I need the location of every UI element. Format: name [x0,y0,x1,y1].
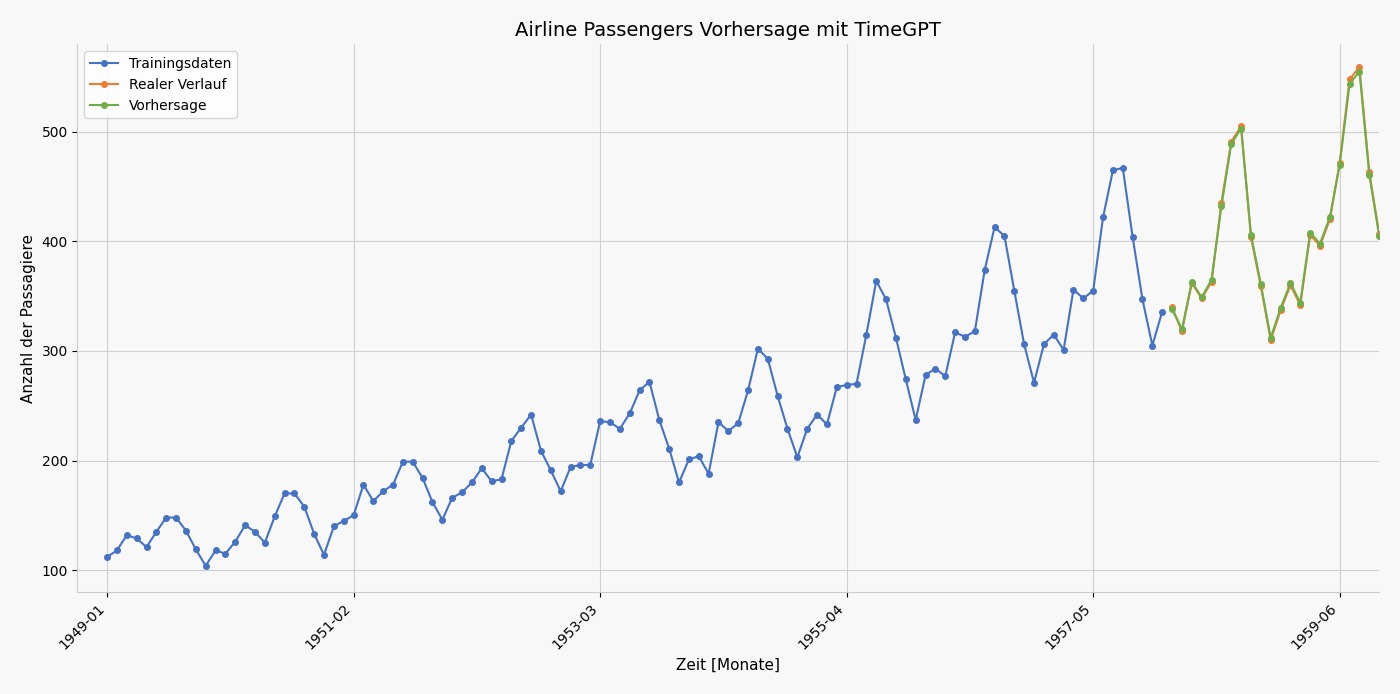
Realer Verlauf [1322,215,1338,223]
Line: Trainingsdaten: Trainingsdaten [104,165,1165,568]
Realer Verlauf [1390,232,1400,240]
Vorhersage [1302,228,1319,237]
Line: Realer Verlauf: Realer Verlauf [1169,65,1400,343]
Realer Verlauf [1351,63,1368,71]
Realer Verlauf [1222,137,1239,146]
Trainingsdaten [1036,340,1053,348]
Vorhersage [1341,79,1358,87]
Realer Verlauf [1243,233,1260,242]
Realer Verlauf [1331,158,1348,167]
Vorhersage [1282,279,1299,287]
Vorhersage [1263,334,1280,342]
Vorhersage [1222,139,1239,148]
Realer Verlauf [1212,199,1229,208]
Vorhersage [1380,281,1397,289]
Trainingsdaten [197,561,214,570]
Realer Verlauf [1193,294,1210,303]
Vorhersage [1243,230,1260,239]
Vorhersage [1212,202,1229,210]
Trainingsdaten [1114,164,1131,172]
Vorhersage [1331,160,1348,169]
Realer Verlauf [1371,230,1387,238]
Vorhersage [1351,67,1368,76]
Realer Verlauf [1341,75,1358,83]
Vorhersage [1253,280,1270,288]
Realer Verlauf [1183,279,1200,287]
Trainingsdaten [217,550,234,558]
Trainingsdaten [276,489,293,498]
Realer Verlauf [1302,230,1319,239]
Vorhersage [1183,278,1200,286]
Realer Verlauf [1263,336,1280,344]
Realer Verlauf [1233,122,1250,130]
Legend: Trainingsdaten, Realer Verlauf, Vorhersage: Trainingsdaten, Realer Verlauf, Vorhersa… [84,51,237,118]
Y-axis label: Anzahl der Passagiere: Anzahl der Passagiere [21,234,36,403]
Trainingsdaten [98,553,115,561]
Vorhersage [1273,304,1289,312]
Realer Verlauf [1163,303,1180,312]
Vorhersage [1322,213,1338,221]
Line: Vorhersage: Vorhersage [1169,69,1400,341]
Vorhersage [1371,232,1387,240]
Trainingsdaten [602,418,619,426]
Trainingsdaten [1154,307,1170,316]
Realer Verlauf [1292,301,1309,309]
Vorhersage [1203,276,1219,284]
Vorhersage [1312,239,1329,248]
Vorhersage [1173,325,1190,333]
Title: Airline Passengers Vorhersage mit TimeGPT: Airline Passengers Vorhersage mit TimeGP… [515,21,941,40]
Trainingsdaten [946,328,963,337]
Vorhersage [1193,293,1210,301]
Realer Verlauf [1273,306,1289,314]
Realer Verlauf [1173,327,1190,335]
Vorhersage [1233,124,1250,133]
Realer Verlauf [1253,282,1270,291]
Vorhersage [1292,298,1309,307]
Realer Verlauf [1203,278,1219,286]
Vorhersage [1163,305,1180,314]
Vorhersage [1390,235,1400,244]
Realer Verlauf [1361,168,1378,176]
Realer Verlauf [1282,281,1299,289]
Trainingsdaten [1016,340,1033,348]
X-axis label: Zeit [Monate]: Zeit [Monate] [676,658,780,673]
Vorhersage [1361,171,1378,179]
Realer Verlauf [1312,242,1329,250]
Realer Verlauf [1380,279,1397,287]
